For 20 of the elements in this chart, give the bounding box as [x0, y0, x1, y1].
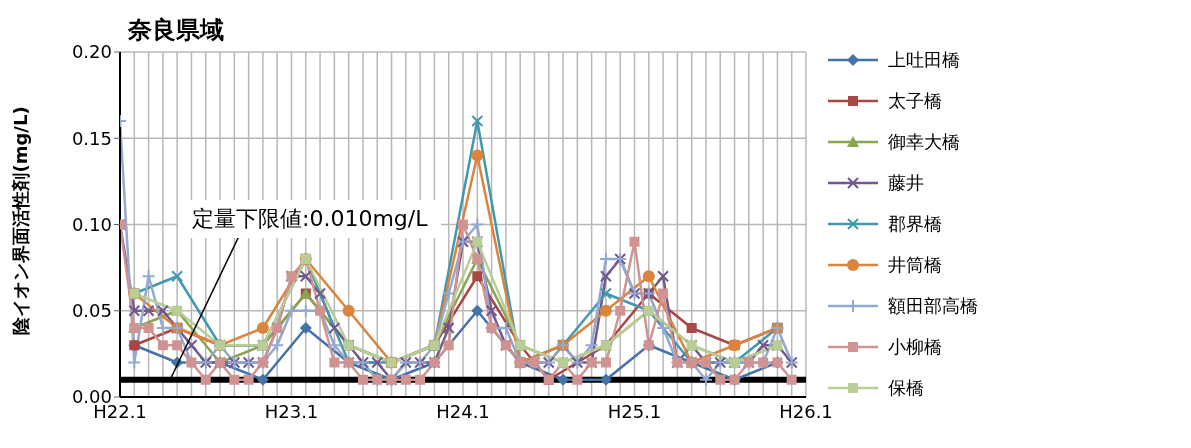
x-tick-label: H24.1	[436, 400, 490, 422]
legend-label: 保橋	[888, 376, 924, 400]
legend-label: 井筒橋	[888, 253, 942, 277]
legend-label: 太子橋	[888, 89, 942, 113]
legend-label: 御幸大橋	[888, 130, 960, 154]
chart-title: 奈良県域	[128, 15, 224, 46]
y-tick-label: 0.20	[71, 41, 112, 63]
legend-label: 上吐田橋	[888, 48, 960, 72]
y-tick-label: 0.05	[71, 300, 112, 322]
legend-label: 額田部高橋	[888, 294, 978, 318]
legend-label: 小柳橋	[888, 335, 942, 359]
y-axis-title: 陰イオン界面活性剤(mg/L)	[10, 106, 32, 335]
y-tick-label: 0.10	[71, 213, 112, 235]
x-tick-label: H25.1	[607, 400, 662, 422]
legend-label: 藤井	[888, 171, 924, 195]
x-tick-label: H26.1	[779, 400, 833, 422]
legend-label: 郡界橋	[888, 212, 942, 236]
y-tick-label: 0.15	[71, 127, 112, 149]
ref-line-label: 定量下限値:0.010mg/L	[178, 200, 442, 238]
x-tick-label: H23.1	[264, 400, 319, 422]
